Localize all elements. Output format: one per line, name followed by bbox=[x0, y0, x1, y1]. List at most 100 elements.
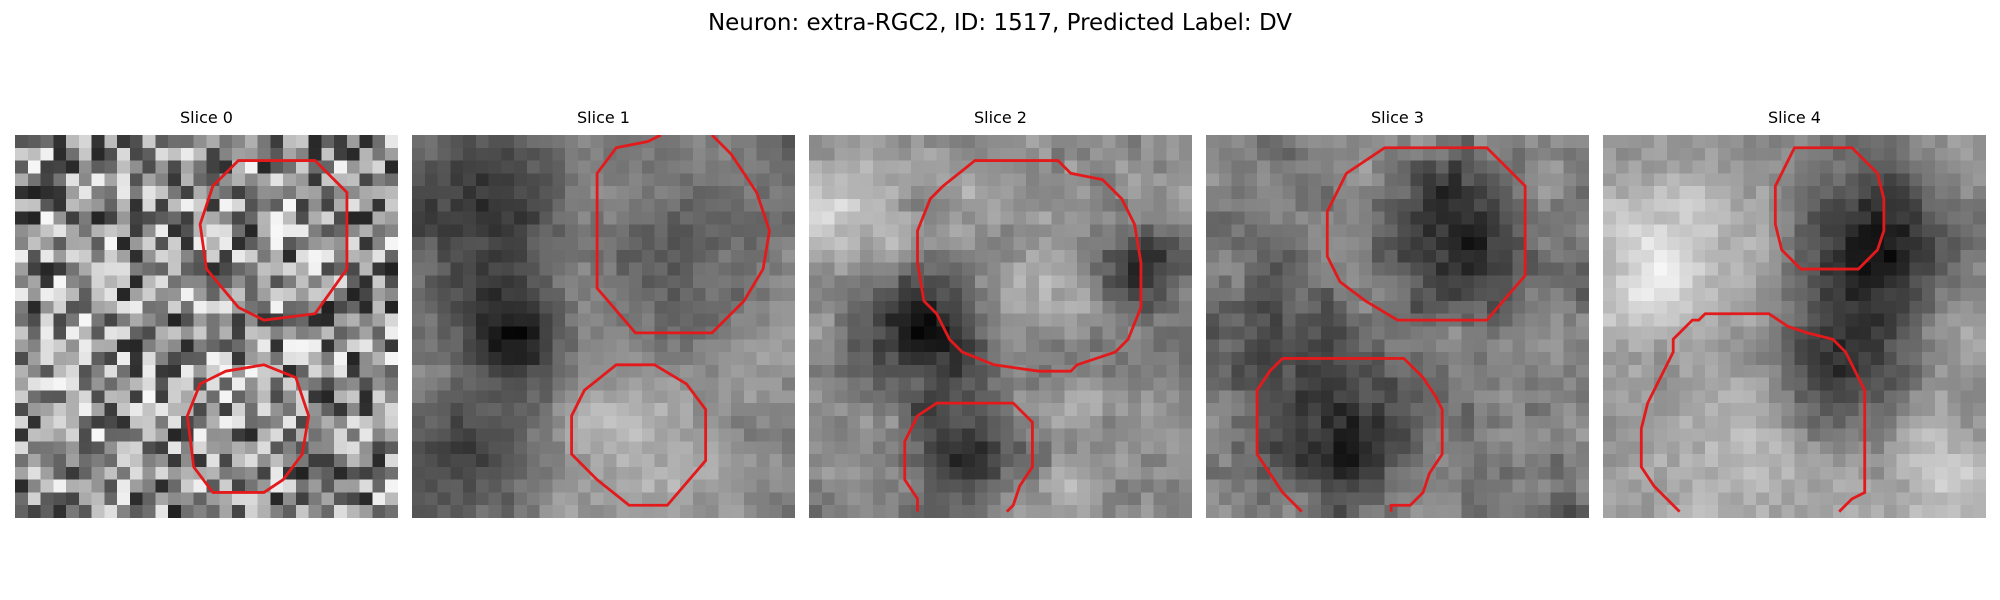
image-pixel bbox=[1102, 505, 1116, 518]
image-pixel bbox=[1781, 198, 1795, 212]
image-pixel bbox=[1000, 237, 1014, 251]
image-pixel bbox=[923, 262, 937, 276]
image-pixel bbox=[283, 135, 297, 149]
image-pixel bbox=[1435, 173, 1449, 187]
image-pixel bbox=[1615, 390, 1629, 404]
image-pixel bbox=[244, 390, 258, 404]
image-pixel bbox=[1537, 492, 1551, 506]
image-pixel bbox=[1628, 428, 1642, 442]
image-pixel bbox=[885, 224, 899, 238]
image-pixel bbox=[1461, 339, 1475, 353]
image-pixel bbox=[834, 186, 848, 200]
image-pixel bbox=[1206, 352, 1220, 366]
image-pixel bbox=[629, 160, 643, 174]
image-pixel bbox=[40, 275, 54, 289]
image-pixel bbox=[667, 441, 681, 455]
image-pixel bbox=[1244, 224, 1258, 238]
image-pixel bbox=[270, 428, 284, 442]
image-pixel bbox=[1909, 237, 1923, 251]
image-pixel bbox=[346, 505, 360, 518]
image-pixel bbox=[437, 275, 451, 289]
image-pixel bbox=[27, 441, 41, 455]
image-pixel bbox=[1308, 492, 1322, 506]
image-pixel bbox=[1730, 262, 1744, 276]
image-pixel bbox=[1603, 352, 1617, 366]
image-pixel bbox=[692, 300, 706, 314]
image-pixel bbox=[1115, 147, 1129, 161]
image-pixel bbox=[705, 262, 719, 276]
image-pixel bbox=[1730, 428, 1744, 442]
image-pixel bbox=[437, 326, 451, 340]
image-pixel bbox=[603, 454, 617, 468]
image-pixel bbox=[1474, 415, 1488, 429]
image-pixel bbox=[641, 390, 655, 404]
image-pixel bbox=[1257, 198, 1271, 212]
image-pixel bbox=[1654, 211, 1668, 225]
image-pixel bbox=[501, 339, 515, 353]
image-pixel bbox=[53, 300, 67, 314]
image-pixel bbox=[475, 479, 489, 493]
image-pixel bbox=[372, 173, 386, 187]
image-pixel bbox=[552, 186, 566, 200]
image-pixel bbox=[1461, 326, 1475, 340]
image-pixel bbox=[1140, 377, 1154, 391]
image-pixel bbox=[1525, 313, 1539, 327]
image-pixel bbox=[450, 147, 464, 161]
image-pixel bbox=[232, 237, 246, 251]
image-pixel bbox=[346, 237, 360, 251]
image-pixel bbox=[142, 186, 156, 200]
image-pixel bbox=[1026, 403, 1040, 417]
image-pixel bbox=[232, 249, 246, 263]
image-pixel bbox=[1089, 377, 1103, 391]
image-pixel bbox=[117, 211, 131, 225]
image-pixel bbox=[219, 377, 233, 391]
image-pixel bbox=[641, 211, 655, 225]
image-pixel bbox=[603, 352, 617, 366]
image-pixel bbox=[898, 326, 912, 340]
image-pixel bbox=[769, 326, 783, 340]
image-pixel bbox=[526, 352, 540, 366]
image-pixel bbox=[27, 237, 41, 251]
image-pixel bbox=[526, 224, 540, 238]
image-pixel bbox=[450, 505, 464, 518]
image-pixel bbox=[834, 505, 848, 518]
image-pixel bbox=[590, 364, 604, 378]
image-pixel bbox=[860, 441, 874, 455]
image-pixel bbox=[1909, 262, 1923, 276]
image-pixel bbox=[1973, 403, 1986, 417]
image-pixel bbox=[782, 300, 795, 314]
image-pixel bbox=[155, 403, 169, 417]
image-pixel bbox=[1692, 403, 1706, 417]
image-pixel bbox=[539, 390, 553, 404]
image-pixel bbox=[1743, 275, 1757, 289]
image-pixel bbox=[1576, 249, 1589, 263]
image-pixel bbox=[412, 147, 426, 161]
image-pixel bbox=[129, 364, 143, 378]
image-pixel bbox=[949, 441, 963, 455]
image-pixel bbox=[1410, 288, 1424, 302]
image-pixel bbox=[1807, 505, 1821, 518]
image-pixel bbox=[1320, 466, 1334, 480]
image-pixel bbox=[1794, 160, 1808, 174]
image-pixel bbox=[782, 288, 795, 302]
image-pixel bbox=[1512, 479, 1526, 493]
image-pixel bbox=[731, 479, 745, 493]
image-pixel bbox=[1269, 339, 1283, 353]
image-pixel bbox=[860, 479, 874, 493]
image-pixel bbox=[475, 300, 489, 314]
image-pixel bbox=[923, 339, 937, 353]
image-pixel bbox=[424, 275, 438, 289]
image-pixel bbox=[1832, 160, 1846, 174]
image-pixel bbox=[412, 466, 426, 480]
image-pixel bbox=[1397, 479, 1411, 493]
image-pixel bbox=[680, 249, 694, 263]
image-pixel bbox=[40, 173, 54, 187]
image-pixel bbox=[1231, 288, 1245, 302]
image-pixel bbox=[1743, 237, 1757, 251]
image-pixel bbox=[1140, 211, 1154, 225]
image-pixel bbox=[1179, 428, 1192, 442]
image-pixel bbox=[1153, 288, 1167, 302]
image-pixel bbox=[1397, 492, 1411, 506]
image-pixel bbox=[437, 479, 451, 493]
slice-image-0 bbox=[15, 135, 398, 518]
